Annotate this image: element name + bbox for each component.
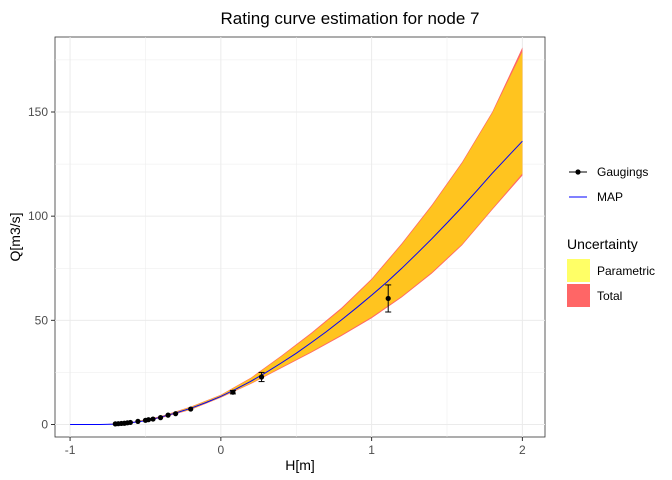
plot-panel <box>54 36 546 438</box>
x-tick-label: 1 <box>368 443 375 457</box>
legend-entry-map: MAP <box>569 190 623 204</box>
legend-parametric-swatch <box>567 259 590 282</box>
gauging-point <box>230 389 236 395</box>
y-tick-label: 100 <box>28 209 48 223</box>
chart-title: Rating curve estimation for node 7 <box>221 9 480 28</box>
gauging-point <box>150 416 156 422</box>
legend: Gaugings MAP Uncertainty Parametric Tota… <box>567 165 655 307</box>
legend-entry-gaugings: Gaugings <box>569 165 648 179</box>
x-tick-label: -1 <box>65 443 76 457</box>
gauging-point <box>165 412 171 418</box>
gauging-points <box>112 284 392 427</box>
gauging-point <box>385 295 391 302</box>
gauging-point <box>127 419 133 426</box>
legend-total-swatch <box>567 284 590 307</box>
y-tick-label: 150 <box>28 105 48 119</box>
gauging-point <box>173 411 179 417</box>
legend-map-label: MAP <box>597 190 623 204</box>
gauging-point <box>258 374 265 380</box>
y-tick-label: 0 <box>41 418 48 432</box>
x-axis-title: H[m] <box>285 457 315 473</box>
gauging-point <box>188 406 194 412</box>
gauging-point <box>135 418 141 424</box>
x-tick-label: 0 <box>218 443 225 457</box>
legend-gaugings-point <box>575 169 581 175</box>
legend-entry-total: Total <box>567 284 622 307</box>
legend-parametric-label: Parametric <box>597 264 655 278</box>
y-axis-title: Q[m3/s] <box>7 212 23 261</box>
x-tick-label: 2 <box>519 443 526 457</box>
legend-gaugings-label: Gaugings <box>597 165 648 179</box>
gauging-point <box>157 415 164 421</box>
y-tick-label: 50 <box>35 313 49 327</box>
legend-uncertainty-title: Uncertainty <box>567 236 638 252</box>
legend-entry-parametric: Parametric <box>567 259 655 282</box>
legend-total-label: Total <box>597 289 622 303</box>
axes: -1 0 1 2 0 50 100 150 <box>28 105 526 457</box>
gauging-point <box>145 417 152 423</box>
